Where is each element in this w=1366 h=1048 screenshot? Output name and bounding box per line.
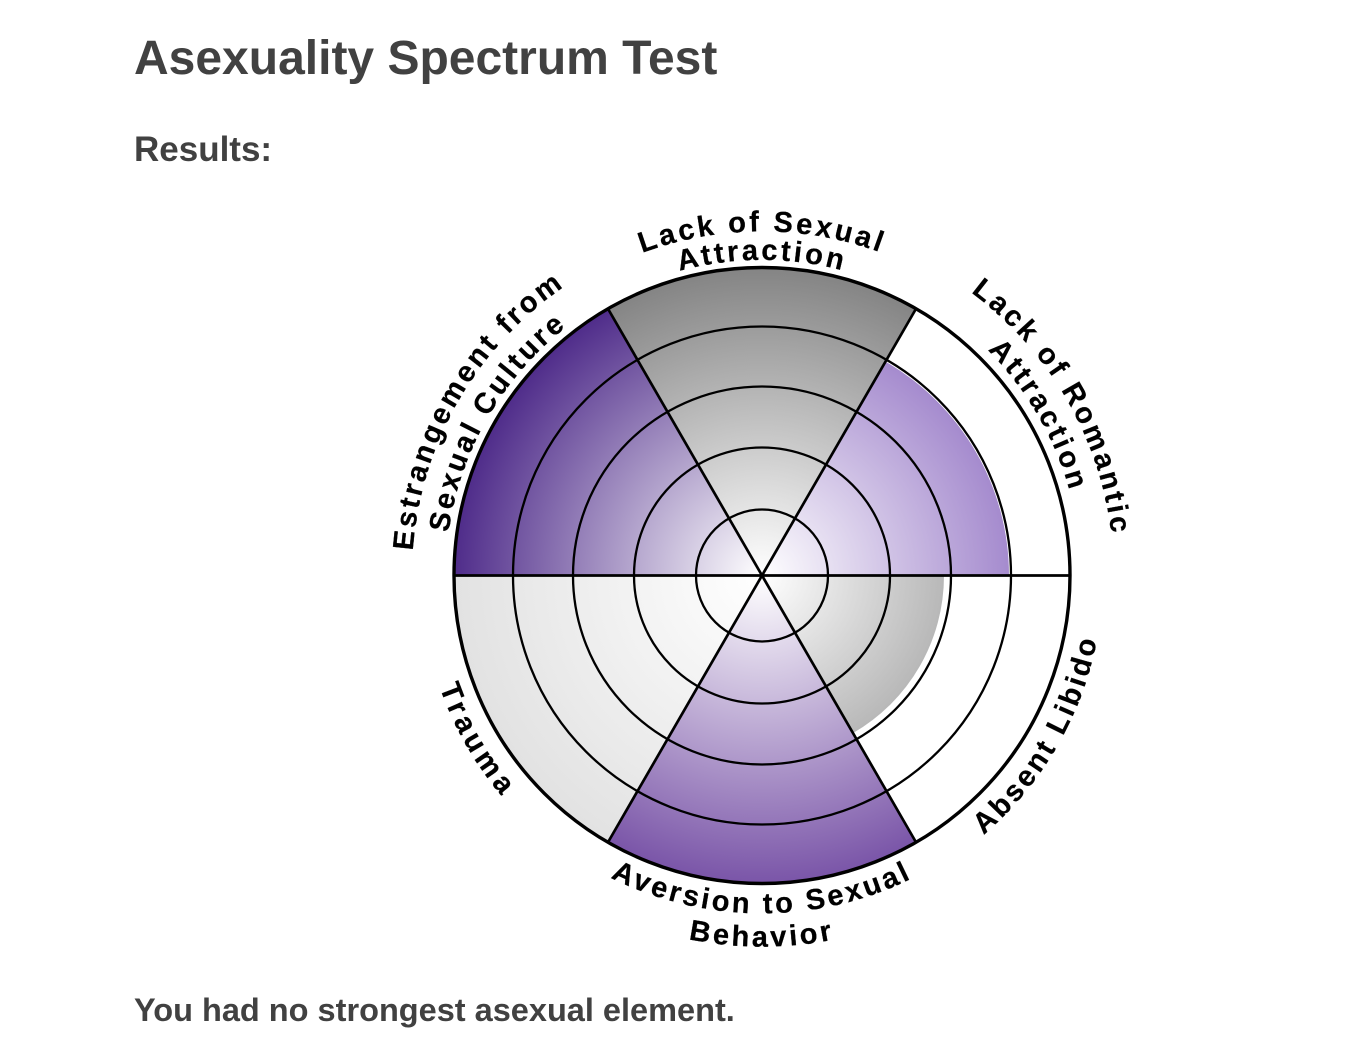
svg-text:Behavior: Behavior (687, 915, 837, 954)
svg-text:Absent Libido: Absent Libido (967, 632, 1105, 840)
